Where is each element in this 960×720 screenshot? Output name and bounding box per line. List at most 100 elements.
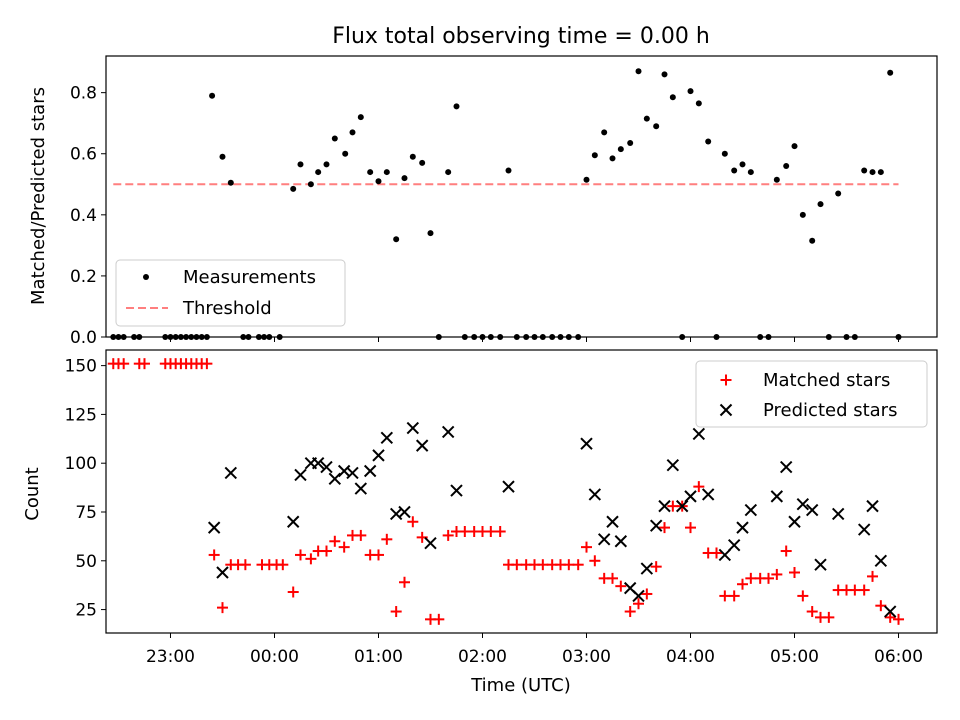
matched-star-point	[537, 559, 549, 571]
measurement-point	[375, 178, 382, 185]
bottom-y-axis-label: Count	[22, 467, 43, 520]
x-tick-label: 04:00	[666, 647, 715, 667]
measurement-point	[591, 152, 598, 159]
matched-star-point	[884, 611, 896, 623]
measurement-point	[342, 150, 349, 157]
matched-star-point	[624, 606, 636, 618]
measurement-point	[209, 92, 216, 99]
matched-star-point	[849, 584, 861, 596]
matched-star-point	[667, 500, 679, 512]
matched-star-point	[442, 529, 454, 541]
predicted-star-point	[675, 499, 689, 513]
top-panel: 0.0 0.2 0.4 0.6 0.8 Measurements Threshold	[70, 55, 938, 348]
matched-star-point	[338, 541, 350, 553]
matched-star-point	[789, 566, 801, 578]
predicted-star-point	[450, 484, 463, 497]
predicted-star-point	[614, 535, 628, 548]
predicted-star-point	[424, 537, 437, 550]
matched-star-point	[858, 584, 870, 596]
measurement-point	[331, 135, 338, 142]
measurement-point	[695, 100, 702, 107]
measurement-point	[661, 71, 668, 78]
matched-star-point	[589, 555, 601, 567]
predicted-star-point	[441, 425, 455, 439]
matched-star-point	[355, 529, 367, 541]
matched-star-point	[208, 549, 220, 561]
x-tick-label: 01:00	[354, 647, 403, 667]
x-tick-label: 23:00	[146, 647, 195, 667]
matched-star-point	[294, 549, 306, 561]
matched-star-point	[745, 572, 757, 584]
predicted-star-point	[320, 460, 333, 474]
matched-star-point	[287, 586, 299, 598]
matched-star-point	[485, 526, 497, 538]
predicted-star-point	[287, 515, 300, 528]
x-tick-label: 05:00	[770, 647, 819, 667]
top-chart-title: Flux total observing time = 0.00 h	[332, 24, 710, 49]
matched-star-point	[867, 570, 879, 582]
measurements-series	[110, 68, 902, 340]
predicted-star-point	[606, 515, 619, 528]
matched-star-point	[494, 526, 506, 538]
measurement-point	[297, 161, 304, 168]
measurement-point	[409, 153, 416, 160]
predicted-star-point	[831, 507, 845, 521]
matched-star-point	[763, 572, 775, 584]
predicted-star-point	[666, 458, 680, 472]
matched-star-point	[771, 568, 783, 580]
matched-star-point	[711, 547, 723, 559]
matched-star-point	[320, 545, 332, 557]
measurement-point	[427, 230, 434, 237]
matched-star-point	[372, 549, 384, 561]
predicted-star-point	[727, 538, 741, 552]
measurement-point	[635, 68, 642, 75]
measurement-point	[669, 94, 676, 101]
predicted-star-point	[658, 499, 671, 513]
measurement-point	[367, 169, 374, 176]
measurement-point	[791, 143, 798, 150]
matched-star-point	[581, 541, 593, 553]
measurement-point	[705, 138, 712, 145]
predicted-star-point	[770, 490, 784, 503]
predicted-star-point	[814, 558, 827, 571]
y-tick-label: 50	[75, 552, 97, 572]
matched-star-point	[806, 606, 818, 618]
top-y-axis-label: Matched/Predicted stars	[28, 87, 49, 305]
measurement-point	[315, 169, 322, 176]
measurement-point	[349, 129, 356, 136]
legend-box	[115, 259, 346, 327]
predicted-star-point	[372, 449, 385, 462]
bottom-legend: Matched stars Predicted stars	[695, 360, 928, 428]
measurement-point	[817, 201, 824, 208]
top-legend: Measurements Threshold	[115, 259, 346, 327]
y-tick-label: 25	[75, 601, 97, 621]
measurement-point	[357, 114, 364, 121]
measurement-point	[609, 155, 616, 162]
y-tick-label: 75	[75, 503, 97, 523]
matched-star-point	[118, 358, 130, 370]
measurement-point	[799, 211, 806, 218]
measurement-point	[747, 169, 754, 176]
matched-star-point	[737, 578, 749, 590]
predicted-star-point	[380, 431, 394, 445]
predicted-star-point	[701, 488, 715, 501]
matched-star-point	[572, 559, 584, 571]
predicted-star-point	[580, 437, 593, 450]
x-tick-label: 03:00	[562, 647, 611, 667]
matched-star-point	[823, 611, 835, 623]
measurement-point	[419, 159, 426, 166]
measurement-point	[643, 115, 650, 122]
measurement-point	[687, 88, 694, 95]
measurement-point	[809, 237, 816, 244]
predicted-star-point	[788, 515, 801, 528]
predicted-star-point	[779, 460, 793, 474]
matched-star-point	[875, 600, 887, 612]
predicted-star-point	[406, 421, 420, 435]
y-tick-label: 0.0	[70, 328, 97, 348]
matched-star-point	[201, 358, 213, 370]
measurement-point	[869, 169, 876, 176]
predicted-star-point	[883, 605, 897, 618]
predicted-star-point	[866, 499, 879, 513]
predicted-star-point	[857, 523, 871, 536]
legend-label-predicted: Predicted stars	[763, 400, 897, 421]
